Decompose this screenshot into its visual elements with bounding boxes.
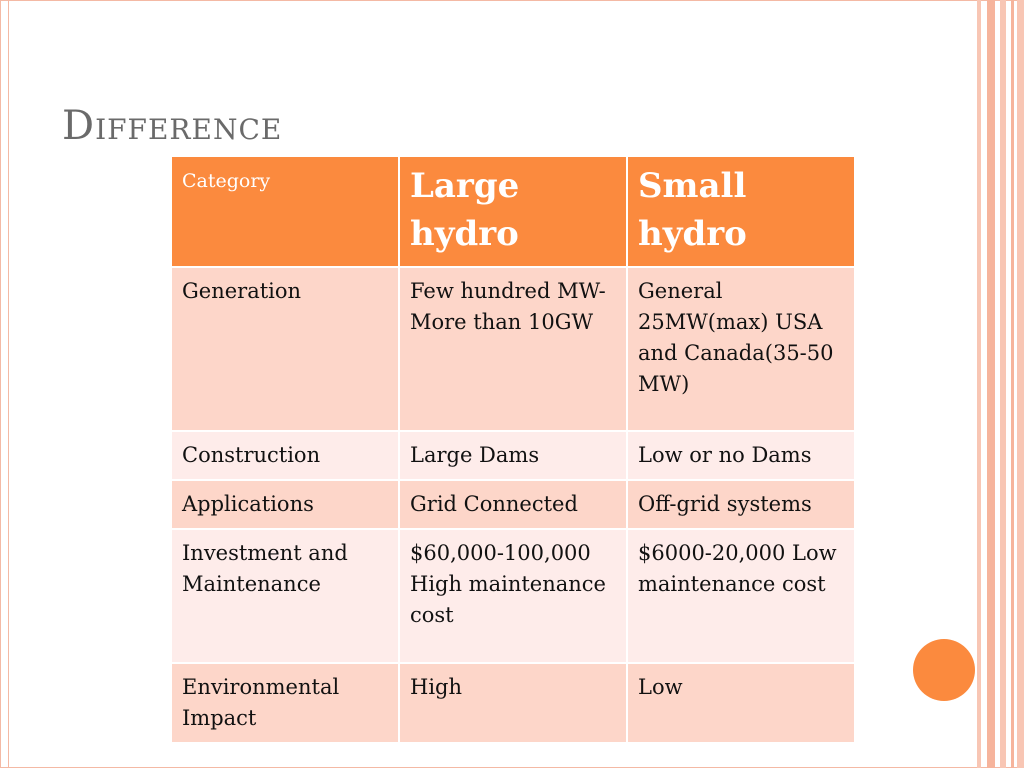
table-cell: Low xyxy=(626,662,856,744)
header-small-hydro: Small hydro xyxy=(626,155,856,268)
table-row: Applications Grid Connected Off-grid sys… xyxy=(170,479,856,530)
table-row: Generation Few hundred MW-More than 10GW… xyxy=(170,266,856,432)
decorative-stripe xyxy=(987,0,995,768)
slide-title: Difference xyxy=(62,103,283,149)
table-cell: Applications xyxy=(170,479,400,530)
table-cell: General 25MW(max) USA and Canada(35-50 M… xyxy=(626,266,856,432)
header-large-hydro: Large hydro xyxy=(398,155,628,268)
table-cell: High xyxy=(398,662,628,744)
table-row: Environmental Impact High Low xyxy=(170,662,856,744)
header-category: Category xyxy=(170,155,400,268)
table-cell: Environmental Impact xyxy=(170,662,400,744)
table-header-row: Category Large hydro Small hydro xyxy=(170,155,856,268)
decorative-stripe xyxy=(1017,0,1024,768)
decorative-stripe xyxy=(1000,0,1006,768)
table-cell: Large Dams xyxy=(398,430,628,481)
decorative-stripe xyxy=(977,0,981,768)
accent-circle xyxy=(913,639,975,701)
table-cell: $6000-20,000 Low maintenance cost xyxy=(626,528,856,664)
comparison-table: Category Large hydro Small hydro Generat… xyxy=(170,155,856,744)
table-cell: Construction xyxy=(170,430,400,481)
table-cell: Investment and Maintenance xyxy=(170,528,400,664)
table-cell: Few hundred MW-More than 10GW xyxy=(398,266,628,432)
decorative-stripe xyxy=(1011,0,1014,768)
table-cell: Grid Connected xyxy=(398,479,628,530)
slide-left-rule xyxy=(8,0,9,768)
table-cell: $60,000-100,000 High maintenance cost xyxy=(398,528,628,664)
table-cell: Low or no Dams xyxy=(626,430,856,481)
table-cell: Off-grid systems xyxy=(626,479,856,530)
table-cell: Generation xyxy=(170,266,400,432)
table-row: Construction Large Dams Low or no Dams xyxy=(170,430,856,481)
table-row: Investment and Maintenance $60,000-100,0… xyxy=(170,528,856,664)
